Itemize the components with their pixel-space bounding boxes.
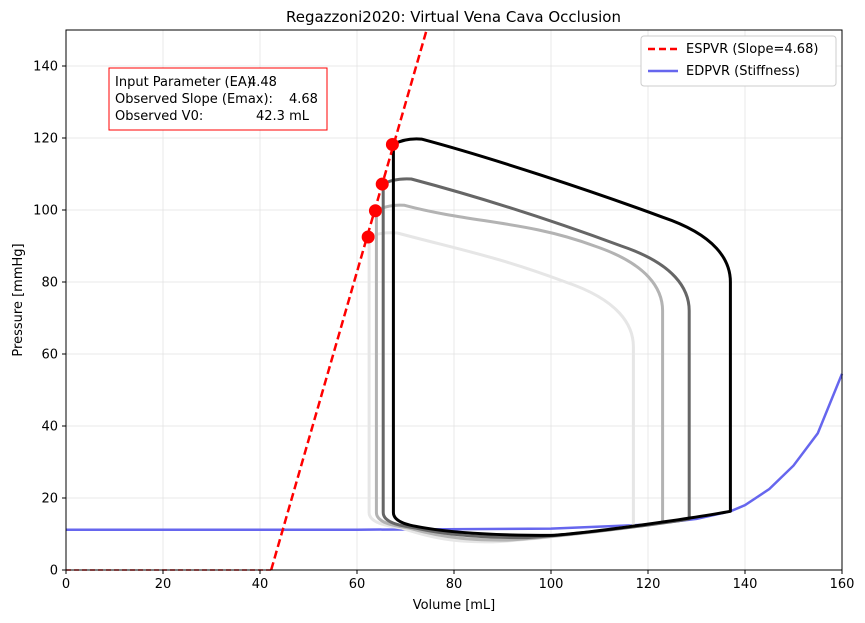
y-tick-label: 120 (33, 132, 58, 147)
x-tick-label: 140 (733, 577, 758, 592)
end-systolic-point (385, 137, 399, 151)
annotation-v0-value: 42.3 mL (256, 109, 310, 124)
x-tick-label: 80 (446, 577, 463, 592)
annotation-emax-value: 4.68 (289, 92, 318, 107)
end-systolic-point (368, 204, 382, 218)
y-tick-label: 0 (50, 564, 58, 579)
y-axis-title: Pressure [mmHg] (11, 243, 26, 356)
pv-loop (374, 203, 665, 542)
legend-espvr-label: ESPVR (Slope=4.68) (686, 42, 818, 57)
annotation-emax-label: Observed Slope (Emax): (115, 92, 273, 107)
legend: ESPVR (Slope=4.68) EDPVR (Stiffness) (640, 35, 837, 87)
loops-layer (367, 137, 732, 544)
axis-ticks: 0 20 40 60 80 100 120 140 160 0 20 40 60 80 100 120 140 (33, 60, 854, 593)
y-tick-label: 60 (41, 348, 58, 363)
y-tick-label: 40 (41, 420, 58, 435)
annotation-v0-label: Observed V0: (115, 109, 203, 124)
end-systolic-point (361, 230, 375, 244)
annotation-ea-value: 4.48 (248, 75, 277, 90)
x-tick-label: 60 (349, 577, 366, 592)
end-systolic-point (375, 177, 389, 191)
x-axis-title: Volume [mL] (413, 598, 496, 613)
x-tick-label: 120 (636, 577, 661, 592)
pv-loop (367, 231, 635, 544)
x-tick-label: 40 (252, 577, 269, 592)
annotation-box: Input Parameter (EA): 4.48 Observed Slop… (108, 67, 328, 131)
y-tick-label: 80 (41, 276, 58, 291)
espvr-line (269, 29, 428, 571)
pv-loop (381, 177, 691, 540)
legend-frame (640, 35, 837, 87)
x-tick-label: 20 (155, 577, 172, 592)
pv-loop (391, 137, 732, 537)
y-tick-label: 100 (33, 204, 58, 219)
chart-title: Regazzoni2020: Virtual Vena Cava Occlusi… (286, 8, 621, 26)
end-systolic-points (361, 137, 399, 244)
x-tick-label: 100 (539, 577, 564, 592)
y-tick-label: 20 (41, 492, 58, 507)
y-tick-label: 140 (33, 60, 58, 75)
annotation-ea-label: Input Parameter (EA): (115, 75, 256, 90)
x-tick-label: 0 (62, 577, 70, 592)
legend-edpvr-label: EDPVR (Stiffness) (686, 64, 800, 79)
x-tick-label: 160 (830, 577, 855, 592)
